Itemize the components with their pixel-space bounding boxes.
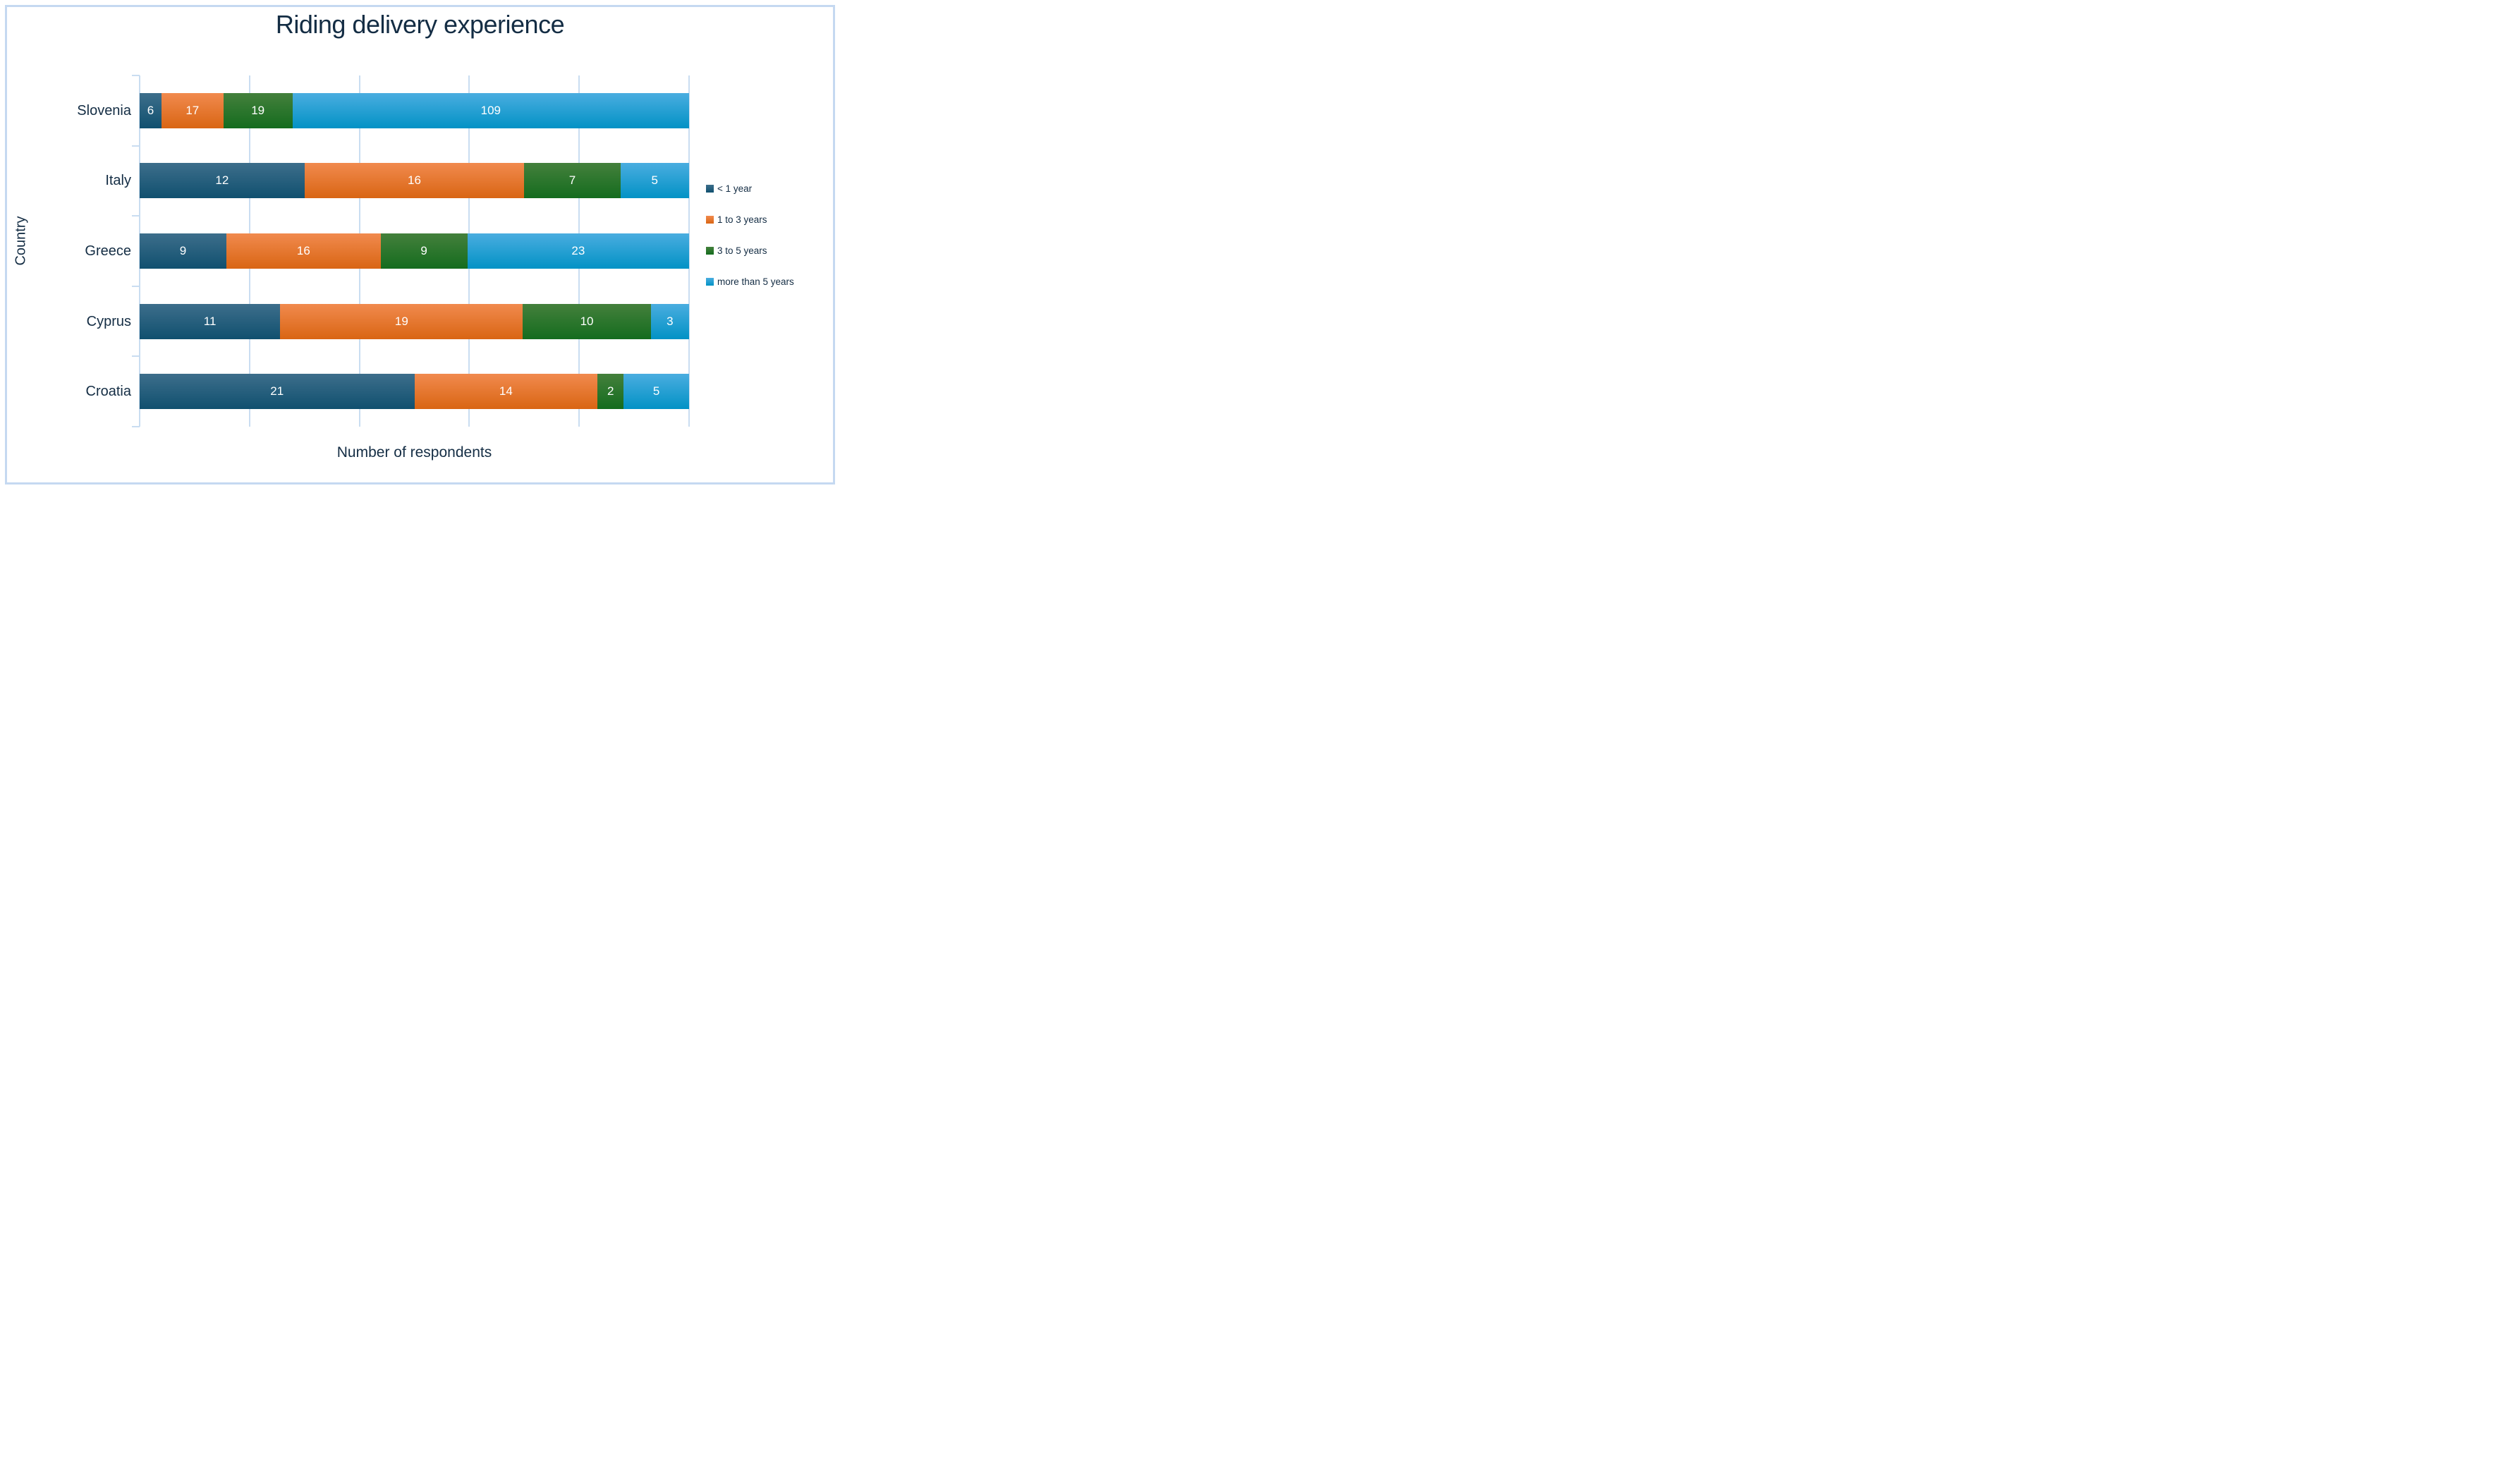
data-label: 2 xyxy=(607,384,614,398)
category-tick xyxy=(132,215,140,217)
bar-segment: 23 xyxy=(467,233,689,269)
bar-segment: 19 xyxy=(280,303,523,339)
bar-segment: 9 xyxy=(380,233,468,269)
data-label: 19 xyxy=(251,103,265,117)
data-label: 14 xyxy=(499,384,513,398)
bar-segment: 9 xyxy=(140,233,226,269)
category-label-greece: Greece xyxy=(85,243,131,259)
category-tick xyxy=(132,145,140,147)
bar-row-slovenia: 6 17 19 109 xyxy=(140,92,689,128)
legend: < 1 year 1 to 3 years 3 to 5 years more tha… xyxy=(706,183,794,307)
category-tick xyxy=(132,75,140,76)
data-label: 9 xyxy=(179,244,187,257)
data-label: 16 xyxy=(296,244,310,257)
bar-row-greece: 9 16 9 23 xyxy=(140,233,689,269)
bar-segment: 19 xyxy=(223,92,293,128)
bar-segment: 10 xyxy=(523,303,651,339)
legend-item: more than 5 years xyxy=(706,276,794,287)
data-label: 11 xyxy=(203,314,217,328)
chart-canvas: Riding delivery experience Country 6 17 19… xyxy=(0,0,840,489)
data-label: 109 xyxy=(480,103,501,117)
data-label: 9 xyxy=(420,244,427,257)
legend-label: 3 to 5 years xyxy=(717,245,767,256)
legend-swatch-icon xyxy=(706,216,714,224)
bar-row-italy: 12 16 7 5 xyxy=(140,163,689,199)
bar-segment: 16 xyxy=(226,233,381,269)
legend-item: < 1 year xyxy=(706,183,794,194)
data-label: 17 xyxy=(185,103,200,117)
bar-segment: 5 xyxy=(620,163,689,199)
data-label: 23 xyxy=(571,244,585,257)
bar-segment: 14 xyxy=(414,374,598,410)
vertical-gridline xyxy=(688,75,690,427)
legend-item: 3 to 5 years xyxy=(706,245,794,256)
bar-segment: 2 xyxy=(597,374,624,410)
bar-row-cyprus: 11 19 10 3 xyxy=(140,303,689,339)
category-label-cyprus: Cyprus xyxy=(86,313,131,329)
legend-item: 1 to 3 years xyxy=(706,214,794,225)
bar-segment: 16 xyxy=(304,163,525,199)
legend-label: more than 5 years xyxy=(717,276,794,287)
data-label: 5 xyxy=(652,384,660,398)
bar-segment: 21 xyxy=(140,374,415,410)
category-label-slovenia: Slovenia xyxy=(77,102,131,118)
bar-segment: 3 xyxy=(650,303,689,339)
data-label: 7 xyxy=(568,173,576,188)
legend-swatch-icon xyxy=(706,185,714,193)
bar-segment: 109 xyxy=(292,92,689,128)
legend-label: 1 to 3 years xyxy=(717,214,767,225)
bar-segment: 12 xyxy=(140,163,305,199)
y-axis-title: Country xyxy=(13,216,29,266)
data-label: 16 xyxy=(408,173,421,188)
bar-segment: 11 xyxy=(140,303,281,339)
x-axis-title: Number of respondents xyxy=(336,444,492,461)
data-label: 5 xyxy=(651,173,659,188)
data-label: 6 xyxy=(147,103,154,117)
category-tick xyxy=(132,426,140,427)
data-label: 19 xyxy=(394,314,408,328)
bar-segment: 7 xyxy=(524,163,621,199)
legend-swatch-icon xyxy=(706,247,714,255)
chart-title: Riding delivery experience xyxy=(275,10,565,39)
category-label-croatia: Croatia xyxy=(85,384,131,400)
bar-segment: 6 xyxy=(140,92,162,128)
data-label: 12 xyxy=(215,173,229,188)
bar-segment: 5 xyxy=(623,374,689,410)
legend-swatch-icon xyxy=(706,278,714,286)
data-label: 21 xyxy=(270,384,284,398)
plot-area: 6 17 19 109 12 16 7 5 9 16 9 23 11 19 10 3 21 14 2 5 xyxy=(132,75,690,427)
data-label: 3 xyxy=(666,314,674,328)
bar-segment: 17 xyxy=(161,92,224,128)
data-label: 10 xyxy=(580,314,594,328)
category-tick xyxy=(132,285,140,287)
category-label-italy: Italy xyxy=(105,173,131,189)
bar-row-croatia: 21 14 2 5 xyxy=(140,374,689,410)
legend-label: < 1 year xyxy=(717,183,753,194)
category-tick xyxy=(132,355,140,358)
